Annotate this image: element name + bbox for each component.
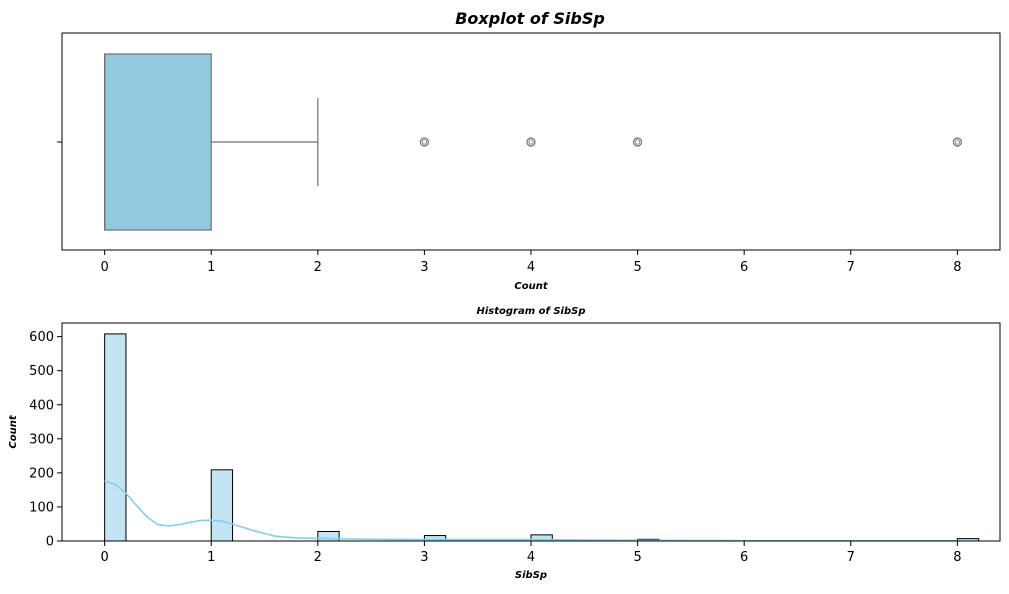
hist-y-tick-label: 100	[29, 500, 54, 515]
box-x-tick-label: 8	[953, 260, 961, 275]
hist-x-tick-label: 0	[100, 550, 108, 565]
histogram-frame	[61, 322, 1001, 542]
histogram-title: Histogram of SibSp	[477, 306, 586, 317]
box-outlier-point	[952, 137, 962, 147]
box-outlier-point	[419, 137, 430, 147]
boxplot-x-ticks: 0 1 2 3 4 5 6 7 8	[100, 250, 962, 275]
histogram-x-ticks: 0 1 2 3 4 5 6 7 8	[100, 541, 962, 565]
hist-y-tick-label: 400	[29, 398, 54, 413]
box-x-tick-label: 2	[314, 260, 322, 275]
hist-x-tick-label: 5	[633, 550, 641, 565]
box-x-tick-label: 1	[207, 260, 215, 275]
hist-x-tick-label: 8	[953, 550, 961, 565]
boxplot-plot-area	[104, 53, 962, 231]
hist-x-tick-label: 4	[527, 550, 535, 565]
box-outlier-point-inner	[528, 139, 534, 145]
boxplot-panel: Boxplot of SibSp 0 1 2 3 4 5 6 7 8 Count	[57, 9, 1001, 292]
hist-x-tick-label: 2	[314, 550, 322, 565]
box-outlier-point-inner	[634, 139, 641, 145]
hist-y-tick-label: 500	[29, 364, 54, 379]
hist-x-tick-label: 1	[207, 550, 215, 565]
hist-y-tick-label: 0	[46, 535, 54, 550]
histogram-x-label: SibSp	[515, 570, 547, 581]
boxplot-x-label: Count	[514, 281, 548, 292]
histogram-bar	[104, 333, 127, 542]
hist-y-tick-label: 300	[29, 432, 54, 447]
box-x-tick-label: 0	[100, 260, 108, 275]
box-x-tick-label: 6	[740, 260, 748, 275]
box-outlier-point-inner	[421, 139, 428, 145]
box-x-tick-label: 3	[420, 260, 428, 275]
box-outlier-point-inner	[954, 139, 960, 145]
histogram-y-label: Count	[8, 414, 19, 448]
box-x-tick-label: 4	[527, 260, 535, 275]
box-iqr	[104, 53, 212, 231]
hist-y-tick-label: 200	[29, 466, 54, 481]
boxplot-title: Boxplot of SibSp	[455, 9, 605, 28]
box-x-tick-label: 5	[633, 260, 641, 275]
hist-x-tick-label: 6	[740, 550, 748, 565]
hist-x-tick-label: 7	[847, 550, 855, 565]
histogram-plot-area	[104, 333, 980, 542]
box-outlier-point	[526, 137, 536, 147]
histogram-bar	[210, 469, 234, 542]
histogram-panel: Histogram of SibSp 0 1 2 3 4 5 6 7 8 0 100 200 300 4…	[8, 306, 1001, 581]
hist-x-tick-label: 3	[420, 550, 428, 565]
histogram-bar	[317, 530, 340, 542]
histogram-y-ticks: 0 100 200 300 400 500 600	[29, 330, 62, 550]
box-outlier-point	[632, 137, 643, 147]
hist-y-tick-label: 600	[29, 330, 54, 345]
kde-curve	[104, 480, 958, 542]
box-x-tick-label: 7	[847, 260, 855, 275]
